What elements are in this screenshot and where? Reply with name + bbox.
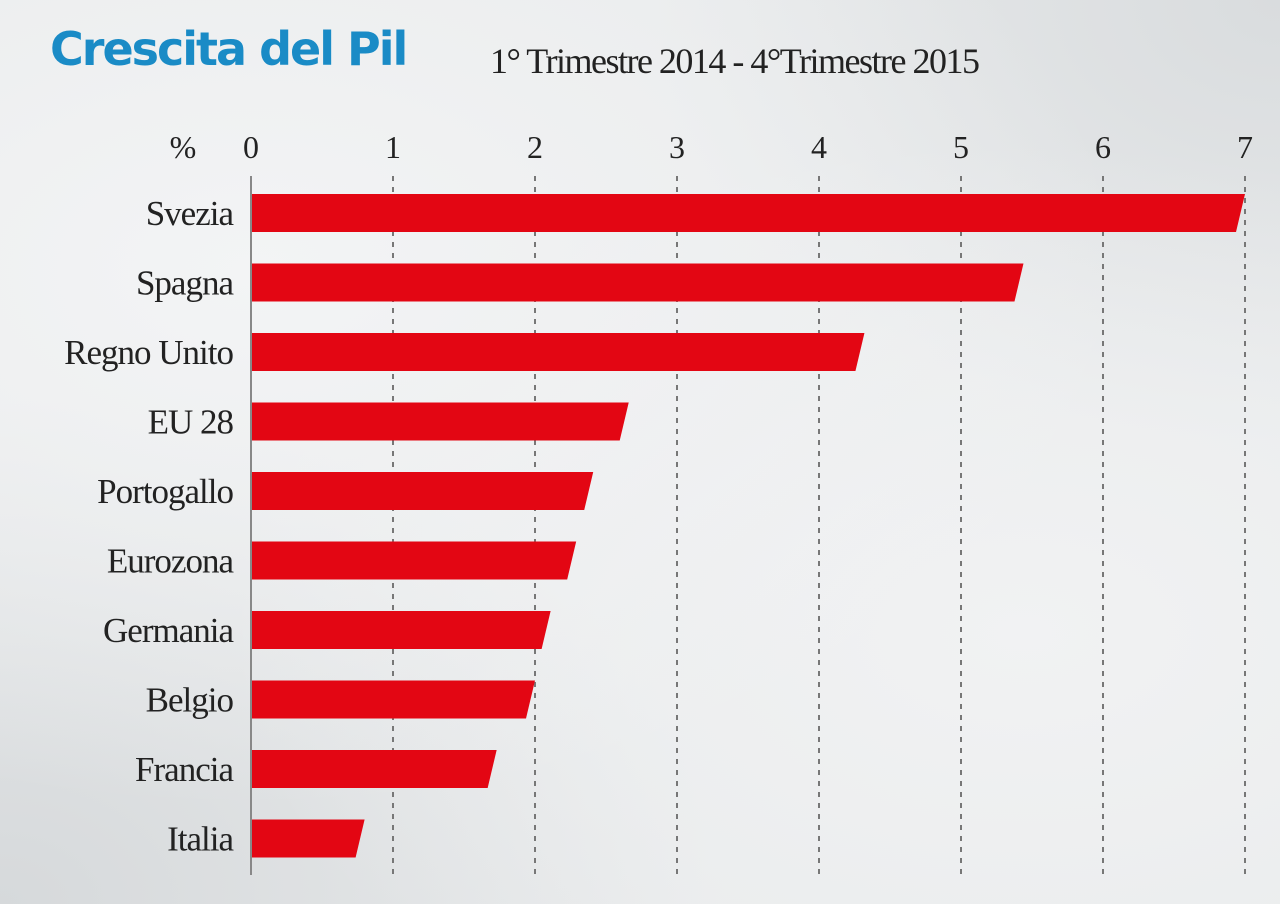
bar-eurozona <box>252 541 577 580</box>
tick-label: 5 <box>953 129 969 165</box>
category-label: Francia <box>135 750 234 789</box>
tick-label: 2 <box>527 129 543 165</box>
category-label: Belgio <box>146 681 234 720</box>
bar-italia <box>252 819 365 858</box>
tick-label: 4 <box>811 129 827 165</box>
unit-label: % <box>170 129 197 165</box>
bar-belgio <box>252 680 535 719</box>
bar-spagna <box>252 263 1024 302</box>
tick-label: 0 <box>243 129 259 165</box>
bar-regno-unito <box>252 333 865 371</box>
tick-label: 6 <box>1095 129 1111 165</box>
bar-eu-28 <box>252 402 629 441</box>
category-label: EU 28 <box>148 403 234 442</box>
bar-portogallo <box>252 472 594 510</box>
bar-svezia <box>252 194 1245 232</box>
tick-label: 1 <box>385 129 401 165</box>
category-label: Svezia <box>146 194 235 233</box>
category-label: Portogallo <box>97 472 233 511</box>
chart-subtitle: 1° Trimestre 2014 - 4°Trimestre 2015 <box>490 41 980 81</box>
chart-title: Crescita del Pil <box>50 22 408 76</box>
bar-germania <box>252 611 551 649</box>
category-label: Germania <box>103 611 234 650</box>
tick-label: 7 <box>1237 129 1253 165</box>
category-label: Eurozona <box>107 542 235 581</box>
category-label: Italia <box>167 820 234 859</box>
category-label: Regno Unito <box>64 333 233 372</box>
category-label: Spagna <box>136 264 235 303</box>
bar-francia <box>252 750 497 788</box>
tick-label: 3 <box>669 129 685 165</box>
